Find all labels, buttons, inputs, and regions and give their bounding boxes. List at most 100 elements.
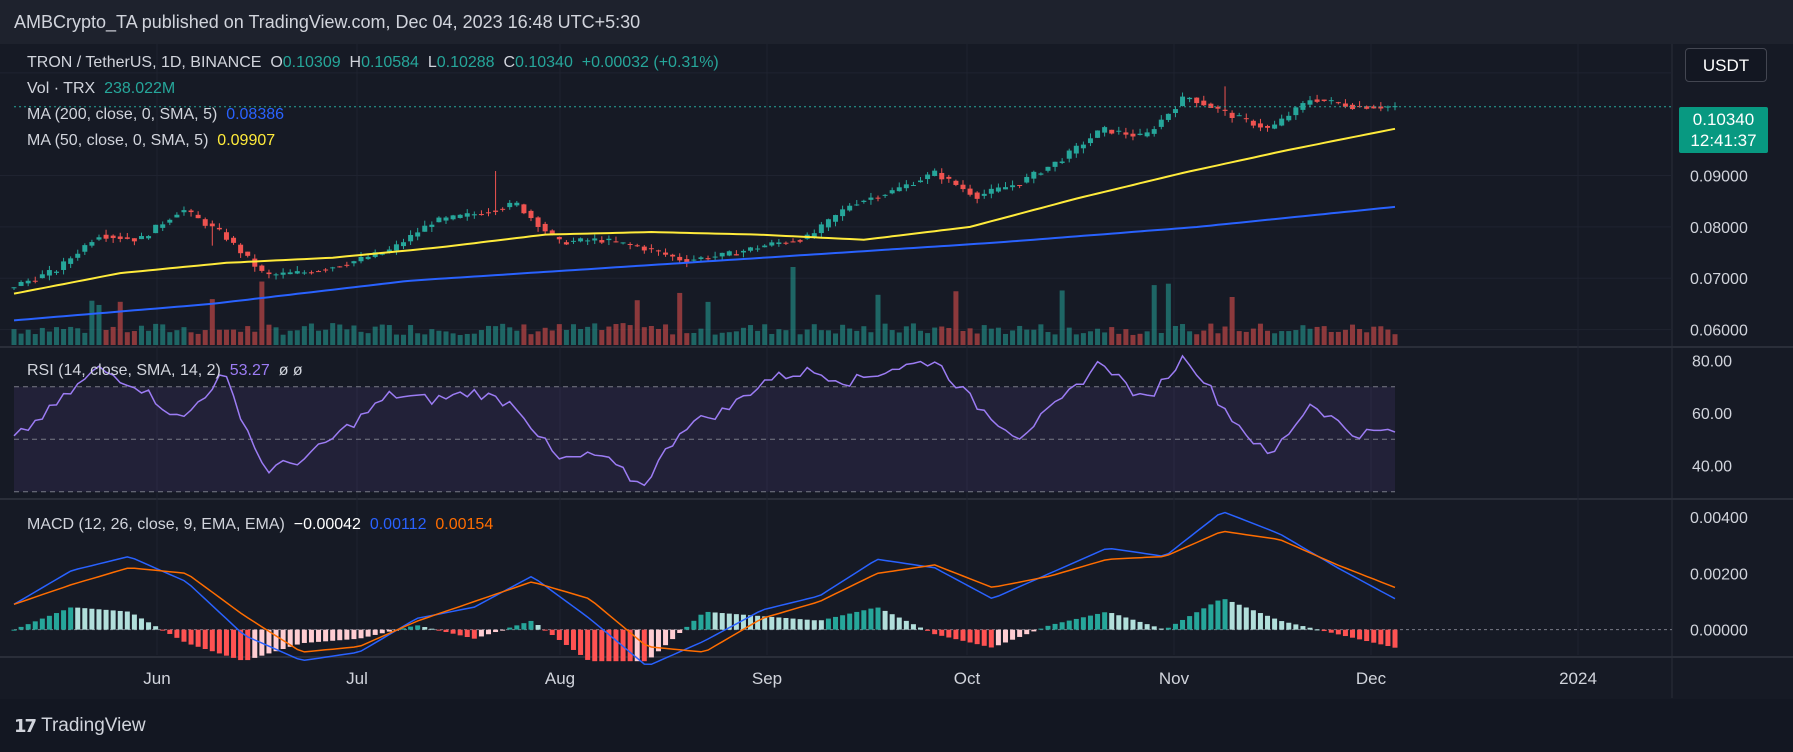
macd-histogram-bar [1130, 619, 1136, 630]
macd-histogram-bar [443, 629, 449, 633]
volume-bar [174, 330, 180, 345]
volume-bar [1116, 333, 1122, 345]
macd-histogram-bar [1116, 615, 1122, 630]
macd-histogram-bar [181, 629, 187, 642]
candle-body [648, 248, 654, 250]
candle-body [138, 236, 144, 240]
candle-body [1038, 173, 1044, 175]
macd-histogram-bar [748, 615, 754, 630]
volume-bar [1300, 325, 1306, 345]
price-tick-label: 0.09000 [1690, 169, 1748, 186]
candle-body [705, 258, 711, 260]
macd-histogram-bar [648, 629, 654, 658]
macd-histogram-bar [464, 629, 470, 638]
macd-histogram-bar [691, 620, 697, 630]
candle-body [485, 212, 491, 214]
volume-bar [181, 327, 187, 345]
macd-histogram-bar [53, 613, 59, 630]
candle-body [1371, 106, 1377, 109]
candle-body [351, 261, 357, 264]
volume-bar [61, 329, 67, 345]
macd-histogram-bar [1335, 629, 1341, 635]
candle-body [1130, 133, 1136, 137]
candle-body [854, 204, 860, 206]
macd-histogram-bar [153, 626, 159, 630]
macd-histogram-bar [627, 629, 633, 662]
candle-body [925, 174, 931, 180]
candle-body [238, 244, 244, 254]
macd-value: 0.00112 [369, 516, 427, 533]
macd-histogram-bar [238, 629, 244, 661]
volume-bar [1052, 334, 1058, 345]
volume-bar [358, 331, 364, 345]
macd-histogram-bar [316, 629, 322, 642]
volume-bar [521, 324, 527, 345]
macd-histogram-bar [776, 617, 782, 630]
macd-signal-line [13, 530, 1396, 653]
rsi-label[interactable]: RSI (14, close, SMA, 14, 2) [27, 362, 221, 379]
candle-body [401, 242, 407, 247]
volume-bar [925, 333, 931, 345]
volume-bar [755, 330, 761, 345]
macd-histogram-bar [82, 608, 88, 630]
ma200-value: 0.08386 [226, 106, 285, 123]
macd-histogram-bar [351, 629, 357, 640]
candle-body [245, 251, 251, 256]
volume-bar [1314, 326, 1320, 345]
candle-body [833, 215, 839, 222]
candle-body [1095, 130, 1101, 138]
macd-histogram-bar [946, 629, 952, 638]
macd-histogram-bar [613, 629, 619, 662]
volume-bar [450, 333, 456, 345]
volume-bar [1328, 331, 1334, 345]
currency-button[interactable]: USDT [1685, 48, 1767, 82]
candle-body [896, 187, 902, 192]
macd-histogram-bar [755, 615, 761, 630]
volume-bar [1229, 297, 1235, 345]
symbol-label[interactable]: TRON / TetherUS, 1D, BINANCE [27, 54, 262, 71]
volume-bar [1095, 328, 1101, 345]
volume-bar [507, 327, 513, 345]
candle-body [457, 214, 463, 218]
volume-bar [663, 324, 669, 345]
candle-body [847, 205, 853, 211]
macd-histogram-bar [223, 629, 229, 656]
candle-body [988, 188, 994, 194]
macd-histogram-bar [436, 629, 442, 631]
volume-bar [216, 329, 222, 345]
macd-histogram-bar [273, 629, 279, 652]
candle-body [330, 267, 336, 269]
ma50-legend: MA (50, close, 0, SMA, 5) 0.09907 [27, 132, 275, 150]
price-tick-label: 0.07000 [1690, 271, 1748, 288]
candle-body [556, 236, 562, 240]
macd-histogram-bar [1066, 620, 1072, 630]
volume-bar [910, 323, 916, 345]
macd-histogram-bar [939, 629, 945, 636]
macd-histogram-bar [337, 629, 343, 641]
macd-histogram-bar [818, 620, 824, 630]
macd-histogram-bar [868, 608, 874, 630]
macd-label[interactable]: MACD (12, 26, close, 9, EMA, EMA) [27, 516, 285, 533]
price-tick-label: 0.08000 [1690, 220, 1748, 237]
candle-body [663, 252, 669, 255]
macd-histogram-bar [967, 629, 973, 643]
volume-label[interactable]: Vol · TRX [27, 80, 96, 97]
ma50-label[interactable]: MA (50, close, 0, SMA, 5) [27, 132, 209, 149]
ma200-label[interactable]: MA (200, close, 0, SMA, 5) [27, 106, 218, 123]
volume-bar [1272, 333, 1278, 345]
candle-body [174, 214, 180, 218]
macd-histogram-bar [670, 629, 676, 640]
chart-frame[interactable] [0, 44, 1793, 699]
footer [0, 700, 1793, 752]
candle-body [542, 223, 548, 232]
candle-body [514, 202, 520, 206]
macd-histogram-bar [542, 629, 548, 631]
volume-bar [939, 326, 945, 345]
macd-histogram-bar [493, 629, 499, 633]
volume-bar [578, 329, 584, 345]
candle-body [712, 256, 718, 258]
macd-histogram-bar [478, 629, 484, 637]
tradingview-logo[interactable]: 𝟭𝟳 TradingView [14, 715, 146, 737]
candle-body [146, 236, 152, 239]
